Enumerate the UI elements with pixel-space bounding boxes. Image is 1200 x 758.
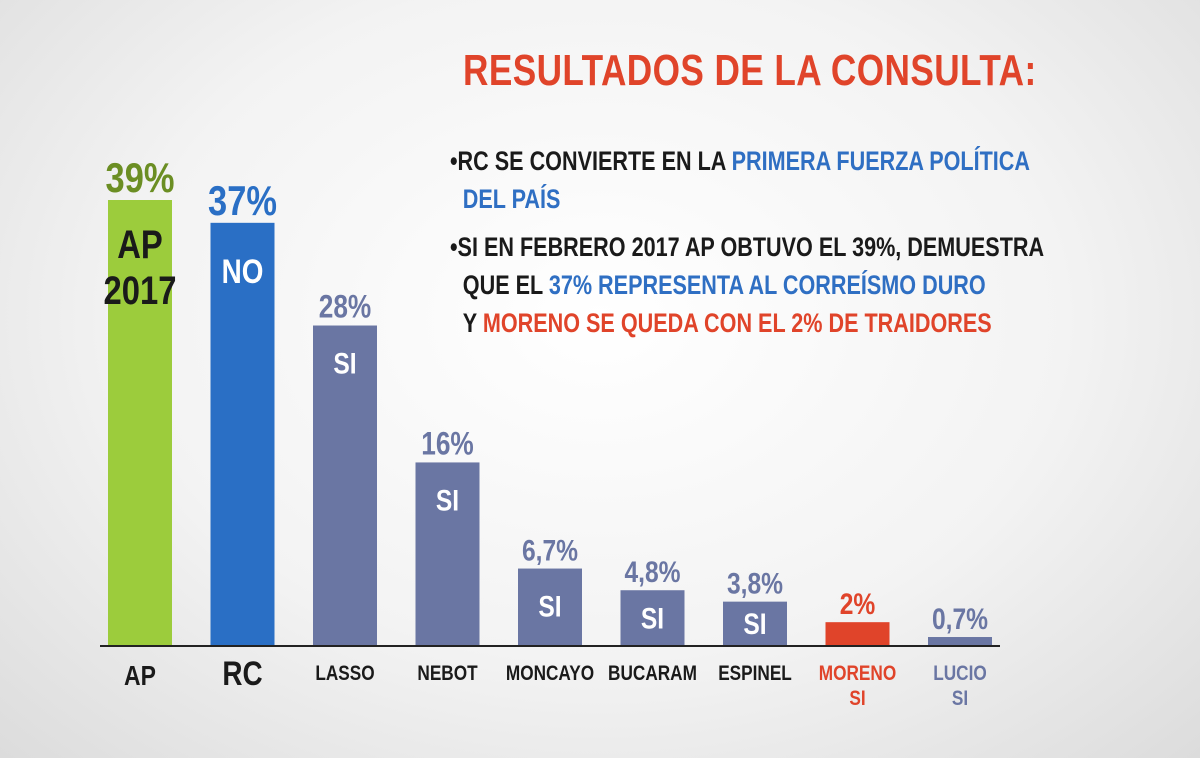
bar-inner-label-ap-2: 2017 (104, 268, 177, 313)
bullet-primera-fuerza: •RC SE CONVIERTE EN LA PRIMERA FUERZA PO… (450, 142, 1030, 218)
value-label-espinel: 3,8% (727, 566, 783, 600)
bullet-1-prefix: •RC SE CONVIERTE EN LA (450, 146, 732, 176)
category-label-nebot: NEBOT (417, 663, 477, 686)
category-label-lucio: LUCIO (933, 663, 987, 686)
value-label-moreno: 2% (840, 587, 876, 621)
bar-inner-label-ap-1: AP (117, 222, 163, 267)
bar-bucaram (620, 590, 685, 645)
bullet-1-highlight: PRIMERA FUERZA POLÍTICA (731, 146, 1030, 176)
bullet-correismo-duro: •SI EN FEBRERO 2017 AP OBTUVO EL 39%, DE… (450, 228, 1044, 342)
category-label-rc: RC (222, 654, 262, 692)
bullet-2-line-2-prefix: QUE EL (462, 270, 549, 300)
bar-inner-label-moncayo: SI (538, 589, 561, 623)
bar-inner-label-rc: NO (222, 252, 264, 290)
bar-inner-label-lasso: SI (333, 346, 356, 380)
value-label-moncayo: 6,7% (522, 533, 578, 567)
bullet-2-line-3-prefix: Y (462, 308, 483, 338)
value-label-lasso: 28% (319, 290, 372, 325)
bar-ap (108, 200, 172, 645)
bar-inner-label-nebot: SI (436, 483, 459, 517)
bar-inner-label-bucaram: SI (641, 601, 664, 635)
bar-lasso (313, 325, 377, 645)
bar-espinel (723, 601, 787, 645)
category-label-moncayo: MONCAYO (506, 663, 594, 686)
category-sublabel-lucio: SI (952, 688, 968, 711)
value-label-lucio: 0,7% (932, 602, 988, 636)
bar-nebot (415, 462, 480, 645)
page-title: RESULTADOS DE LA CONSULTA: (463, 46, 1037, 95)
bullet-1-highlight-2: DEL PAÍS (462, 184, 561, 214)
bullet-2-line-2-highlight: 37% REPRESENTA AL CORREÍSMO DURO (548, 270, 986, 300)
value-label-bucaram: 4,8% (624, 555, 680, 589)
bullet-2-line-1: •SI EN FEBRERO 2017 AP OBTUVO EL 39%, DE… (450, 232, 1045, 262)
bar-moreno (825, 622, 890, 645)
category-label-moreno: MORENO (819, 663, 896, 686)
value-label-nebot: 16% (421, 427, 474, 462)
value-label-ap: 39% (106, 155, 175, 202)
bar-rc (210, 222, 275, 646)
bar-moncayo (518, 568, 582, 645)
bar-inner-label-espinel: SI (743, 607, 766, 641)
bullet-2-line-3-highlight: MORENO SE QUEDA CON EL 2% DE TRAIDORES (482, 308, 992, 338)
category-label-ap: AP (124, 661, 156, 692)
category-sublabel-moreno: SI (849, 688, 865, 711)
category-label-bucaram: BUCARAM (608, 663, 697, 686)
value-label-rc: 37% (208, 178, 277, 225)
category-label-lasso: LASSO (315, 663, 374, 686)
category-label-espinel: ESPINEL (718, 663, 792, 686)
bar-lucio (928, 637, 992, 645)
